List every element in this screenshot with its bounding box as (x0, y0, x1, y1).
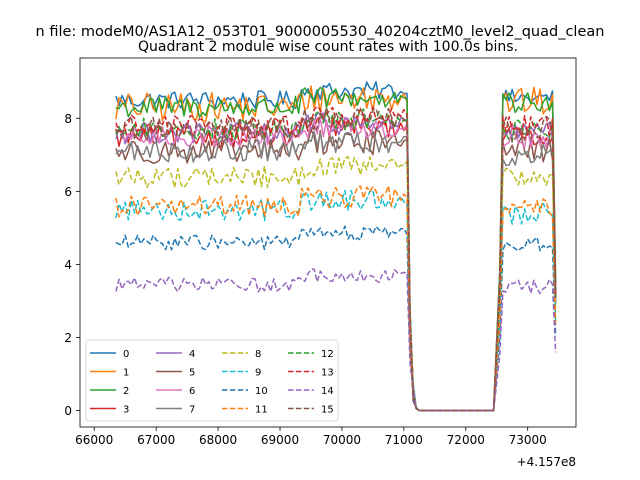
legend-label-7: 7 (189, 405, 195, 416)
chart-title: Quadrant 2 module wise count rates with … (138, 39, 518, 55)
x-tick-label: 73000 (509, 433, 547, 447)
x-tick-label: 70000 (323, 433, 361, 447)
legend-label-9: 9 (255, 368, 261, 379)
y-tick-label: 4 (64, 258, 72, 272)
figure-suptitle: n file: modeM0/AS1A12_053T01_9000005530_… (36, 24, 605, 40)
plot-lines (115, 81, 557, 412)
series-line-14 (115, 268, 557, 412)
legend-label-1: 1 (123, 368, 129, 379)
y-tick-label: 6 (64, 185, 72, 199)
legend-label-6: 6 (189, 386, 195, 397)
x-offset-label: +4.157e8 (517, 455, 576, 469)
legend-label-5: 5 (189, 368, 195, 379)
legend-label-8: 8 (255, 349, 261, 360)
series-line-15 (115, 106, 557, 412)
legend-label-13: 13 (321, 368, 334, 379)
x-tick-label: 71000 (385, 433, 423, 447)
x-tick-label: 67000 (137, 433, 175, 447)
legend-label-11: 11 (255, 405, 268, 416)
legend-label-2: 2 (123, 386, 129, 397)
y-tick-label: 0 (64, 404, 72, 418)
y-axis: 0 2 4 6 8 (64, 112, 80, 418)
y-tick-label: 8 (64, 112, 72, 126)
x-axis: 66000 67000 68000 69000 70000 71000 72000 73000 (75, 427, 547, 447)
x-tick-label: 72000 (447, 433, 485, 447)
series-line-12 (115, 108, 557, 412)
x-tick-label: 66000 (75, 433, 113, 447)
legend-label-0: 0 (123, 349, 129, 360)
legend-label-14: 14 (321, 386, 334, 397)
legend-label-15: 15 (321, 405, 334, 416)
plot-frame (79, 57, 577, 428)
legend-label-10: 10 (255, 386, 268, 397)
x-tick-label: 68000 (199, 433, 237, 447)
legend-frame (85, 339, 339, 422)
x-tick-label: 69000 (261, 433, 299, 447)
legend-label-3: 3 (123, 405, 129, 416)
y-tick-label: 2 (64, 331, 72, 345)
legend-label-12: 12 (321, 349, 334, 360)
legend-label-4: 4 (189, 349, 195, 360)
